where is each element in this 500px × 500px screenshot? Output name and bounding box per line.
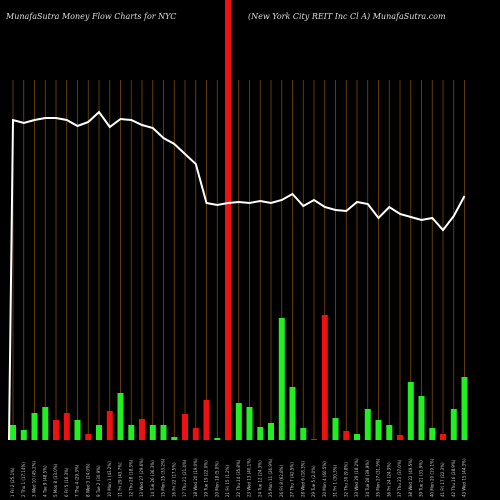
x-tick-label: 27 Thu 7 (42.5%)	[290, 462, 295, 497]
chart-title: MunafaSutra Money Flow Charts for NYC	[6, 12, 177, 21]
x-tick-label: 2 Thu 1 (17.14%)	[21, 462, 26, 497]
x-tick-label: 8 Wed 3 (24.0%)	[85, 463, 90, 497]
money-flow-bar	[182, 414, 188, 440]
x-tick-label: 31 Fri 1 (30.3%)	[333, 465, 338, 497]
x-tick-label: 33 Wed 29 (18.2%)	[354, 458, 359, 497]
x-tick-label: 14 Tue 26 (36.3%)	[150, 460, 155, 497]
money-flow-bar	[268, 423, 274, 440]
money-flow-bar	[74, 420, 81, 440]
money-flow-bar	[214, 438, 221, 440]
x-tick-label: 13 Wed 27 (29.6%)	[139, 458, 144, 497]
money-flow-bar	[117, 393, 124, 440]
grid-lines	[12, 80, 465, 440]
x-tick-label: 20 Mon 18 (5.0%)	[214, 461, 219, 497]
money-flow-bar	[440, 434, 446, 440]
money-flow-bar	[246, 407, 253, 440]
money-flow-bar	[311, 439, 317, 440]
x-tick-label: 16 Fri 22 (17.5%)	[171, 462, 176, 497]
price-line-path	[8, 110, 466, 441]
money-flow-bar	[397, 435, 403, 440]
x-tick-label: 22 Thu 14 (35.8%)	[236, 459, 241, 497]
money-flow-bar	[332, 418, 339, 440]
x-tick-label: 40 Mon 20 (19.1%)	[429, 458, 434, 497]
x-tick-label: 34 Tue 28 (39.9%)	[365, 460, 370, 497]
x-tick-label: 10 Mon 1 (43.2%)	[107, 461, 112, 497]
x-tick-label: 23 Wed 13 (40.1%)	[247, 458, 252, 497]
money-flow-bar	[375, 420, 382, 440]
money-flow-bar	[203, 400, 210, 440]
price-line	[8, 110, 466, 441]
x-tick-label: 9 Tue 2 (30.9%)	[96, 465, 101, 497]
x-tick-label: 12 Thu 28 (18.3%)	[128, 459, 133, 497]
money-flow-bar	[106, 411, 113, 440]
x-tick-label: 15 Mon 25 (33.2%)	[161, 458, 166, 497]
x-tick-label: 4 Tue 9 (48.5%)	[42, 465, 47, 497]
money-flow-bar	[128, 425, 135, 440]
money-flow-bar	[192, 428, 199, 440]
money-flow-bar	[257, 427, 264, 440]
money-flow-bar	[418, 396, 425, 440]
money-flow-bar	[278, 318, 285, 440]
x-tick-label: 25 Mon 11 (26.9%)	[268, 458, 273, 497]
money-flow-bar	[149, 425, 156, 440]
x-tick-label: 5 Mon 8 (33.0%)	[53, 463, 58, 497]
chart-subtitle: (New York City REIT Inc Cl A) MunafaSutr…	[248, 12, 446, 21]
x-tick-label: 6 Fri 5 (16.3%)	[64, 467, 69, 497]
money-flow-bar	[300, 428, 307, 440]
money-flow-bar	[289, 387, 296, 440]
money-flow-bar	[20, 430, 27, 440]
x-tick-label: 28 Wed 6 (18.3%)	[300, 461, 305, 497]
money-flow-bar	[364, 409, 371, 440]
money-flow-bar	[386, 425, 393, 440]
money-flow-bar	[31, 413, 38, 440]
x-tick-label: 38 Wed 22 (49.5%)	[408, 458, 413, 497]
money-flow-bar	[96, 425, 102, 440]
money-flow-bar	[429, 428, 436, 440]
x-tick-label: 17 Thu 21 (21.4%)	[182, 459, 187, 497]
money-flow-bar	[53, 420, 59, 440]
x-tick-label: 18 Wed 20 (19.0%)	[193, 458, 198, 497]
x-tick-label: 30 Mon 4 (60.5%)	[322, 461, 327, 497]
money-flow-bars	[10, 0, 468, 440]
x-tick-label: 36 Fri 24 (24.3%)	[386, 462, 391, 497]
money-flow-bar	[85, 434, 92, 440]
money-flow-bar	[461, 377, 468, 440]
x-tick-label: 39 Tue 21 (31.9%)	[419, 460, 424, 497]
money-flow-bar	[42, 407, 49, 440]
money-flow-bar	[225, 0, 231, 440]
money-flow-bar	[354, 434, 360, 440]
x-tick-label: 35 Mon 27 (31.5%)	[376, 458, 381, 497]
x-tick-label: 37 Thu 23 (37.0%)	[397, 459, 402, 497]
x-axis-labels: 1 Fri 2 (25.1%) 2 Thu 1 (17.14%) 3 Wed 10 …	[10, 458, 467, 497]
money-flow-bar	[171, 437, 178, 440]
x-tick-label: 29 Tue 5 (2.0%)	[311, 465, 316, 497]
x-tick-label: 7 Thu 4 (29.3%)	[75, 464, 80, 497]
x-tick-label: 43 Wed 15 (44.3%)	[462, 458, 467, 497]
money-flow-bar	[450, 409, 457, 440]
x-tick-label: 32 Thu 30 (9.8%)	[343, 462, 348, 497]
money-flow-bar	[321, 315, 328, 440]
money-flow-bar	[10, 425, 16, 440]
x-tick-label: 1 Fri 2 (25.1%)	[10, 467, 15, 497]
x-tick-label: 24 Tue 12 (24.3%)	[257, 460, 262, 497]
x-tick-label: 11 Fri 29 (43.7%)	[118, 462, 123, 497]
x-tick-label: 41 Fri 17 (22.3%)	[440, 462, 445, 497]
money-flow-bar	[160, 425, 167, 440]
x-tick-label: 3 Wed 10 (45.2%)	[32, 461, 37, 497]
x-tick-label: 21 Fri 15 (1.2%)	[225, 465, 230, 497]
money-flow-bar	[139, 419, 145, 440]
x-tick-label: 26 Fri 8 (62.8%)	[279, 465, 284, 497]
money-flow-bar	[63, 413, 70, 440]
money-flow-bar	[235, 403, 242, 440]
x-tick-label: 19 Tue 19 (22.0%)	[204, 460, 209, 497]
money-flow-bar	[343, 431, 350, 440]
x-tick-label: 42 Thu 16 (28.9%)	[451, 459, 456, 497]
money-flow-bar	[407, 382, 414, 440]
